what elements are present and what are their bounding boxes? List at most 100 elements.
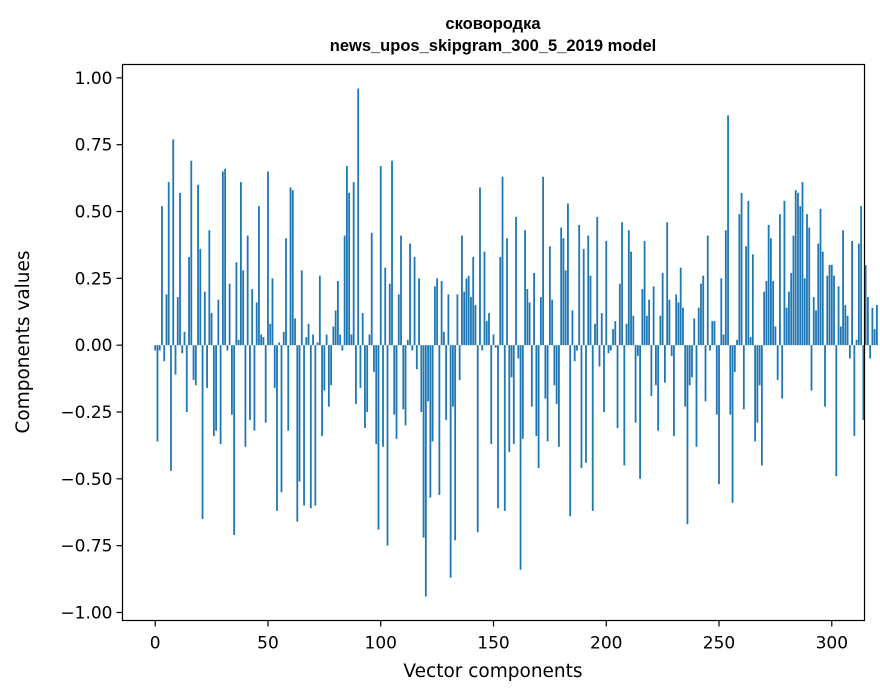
bar	[772, 281, 775, 346]
bar	[217, 299, 220, 346]
bar	[465, 278, 468, 346]
bar	[341, 345, 344, 351]
bar	[321, 345, 323, 437]
bar	[436, 278, 439, 346]
bar	[528, 302, 531, 346]
bar	[718, 345, 720, 485]
bar	[591, 345, 594, 511]
bar	[636, 345, 639, 356]
bar	[427, 345, 429, 402]
bar	[702, 275, 705, 346]
bar	[282, 331, 285, 346]
bar	[614, 321, 617, 346]
bar	[857, 243, 860, 346]
bar	[558, 345, 560, 447]
bar	[794, 190, 797, 346]
x-tick-label: 0	[150, 634, 161, 654]
bar	[609, 345, 612, 351]
bar	[544, 345, 547, 399]
bar	[382, 345, 384, 447]
bar	[670, 345, 673, 356]
bar	[506, 238, 508, 346]
bar	[648, 299, 651, 346]
bar	[594, 323, 596, 346]
bar	[842, 230, 844, 346]
bar	[452, 345, 454, 407]
bar	[334, 310, 337, 346]
bar	[839, 326, 842, 346]
bar	[623, 345, 626, 466]
bar	[176, 297, 179, 346]
bar	[745, 246, 747, 346]
bar	[603, 345, 605, 412]
bar	[571, 310, 574, 346]
bar	[228, 283, 231, 346]
bar	[470, 297, 472, 346]
bar	[691, 345, 693, 378]
bar	[501, 176, 504, 346]
bar	[576, 345, 578, 351]
bar	[533, 273, 535, 346]
bar	[276, 345, 278, 511]
bar	[357, 88, 360, 346]
bar	[639, 345, 641, 479]
bar	[273, 345, 276, 388]
bar	[758, 345, 761, 386]
bar	[589, 275, 592, 346]
bar	[675, 294, 678, 346]
y-tick-label: −0.75	[60, 537, 112, 557]
bar	[300, 270, 303, 346]
bar	[616, 345, 619, 429]
bar	[625, 323, 628, 346]
bar	[562, 238, 565, 346]
bar	[706, 235, 709, 346]
bar	[612, 329, 614, 346]
bar	[817, 243, 820, 346]
bar	[781, 345, 784, 399]
bar	[212, 345, 215, 437]
bar	[219, 345, 222, 445]
bar	[555, 345, 558, 404]
bar	[797, 192, 799, 346]
x-tick-label: 300	[816, 634, 848, 654]
bar	[668, 299, 671, 346]
bar	[404, 345, 407, 426]
bar	[824, 345, 826, 407]
bar	[393, 345, 396, 415]
bar	[411, 345, 414, 351]
bar	[738, 214, 741, 346]
bar	[736, 339, 738, 346]
bar	[280, 345, 283, 493]
bar	[573, 345, 576, 362]
bar	[864, 264, 867, 346]
bar	[199, 248, 202, 346]
bar	[350, 334, 353, 346]
bar	[476, 345, 479, 533]
bar	[749, 337, 752, 346]
bar	[526, 289, 529, 346]
bar	[677, 302, 680, 346]
bar	[230, 345, 233, 415]
bar	[316, 342, 319, 346]
plot-frame	[121, 63, 866, 622]
bar	[296, 345, 299, 522]
bar	[819, 208, 822, 346]
bar	[431, 345, 434, 442]
bar	[763, 291, 766, 346]
bar	[260, 334, 263, 346]
bar	[194, 345, 197, 386]
bar	[244, 345, 247, 447]
bar	[634, 345, 637, 423]
bar	[271, 278, 274, 346]
bar	[264, 345, 267, 423]
bar	[783, 200, 786, 346]
y-tick-label: 0.00	[75, 336, 113, 356]
bar	[388, 283, 391, 346]
bar	[664, 345, 666, 383]
bars-group	[154, 88, 878, 597]
bar	[740, 192, 743, 346]
bar	[866, 297, 869, 346]
bar	[711, 321, 714, 346]
bar	[262, 337, 265, 346]
